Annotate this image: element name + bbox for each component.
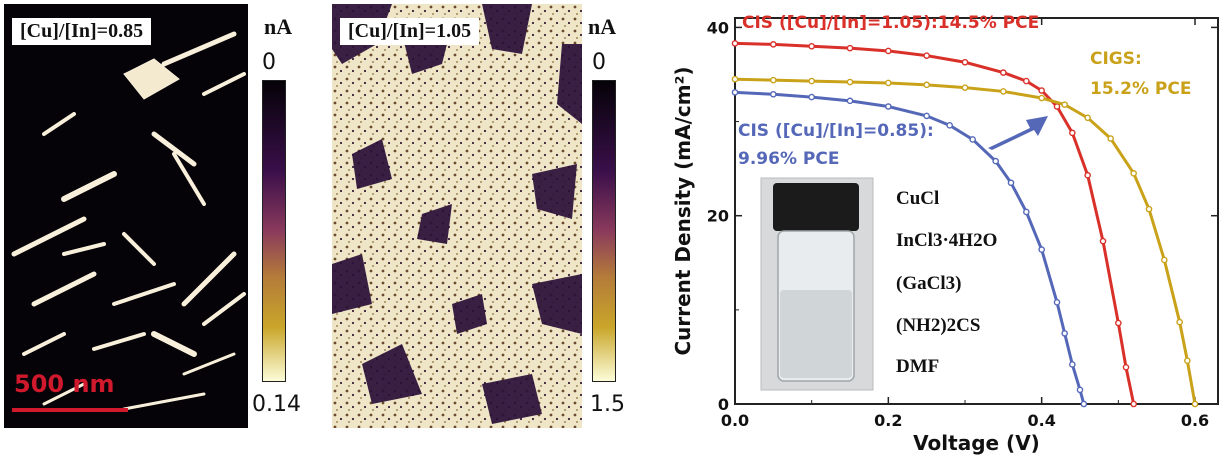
series-marker bbox=[885, 79, 892, 87]
x-tick-label: 0.4 bbox=[1027, 411, 1055, 430]
series-marker bbox=[1161, 256, 1168, 264]
inset-chemical-label: (NH2)2CS bbox=[896, 315, 980, 336]
inset-chemical-label: DMF bbox=[896, 356, 939, 377]
series-line bbox=[734, 77, 1197, 405]
series-marker bbox=[1115, 319, 1122, 327]
x-tick-label: 0.0 bbox=[721, 411, 749, 430]
colorbar-left-bottom-tick: 0.14 bbox=[252, 392, 301, 417]
series-marker bbox=[846, 78, 854, 86]
series-marker bbox=[1076, 386, 1084, 394]
series-marker bbox=[1069, 129, 1076, 137]
series-marker bbox=[1084, 114, 1091, 122]
annotation-cis-085-2: 9.96% PCE bbox=[738, 149, 839, 169]
series-marker bbox=[846, 97, 854, 105]
colorbar-right-bottom-tick: 1.5 bbox=[590, 392, 625, 417]
series-marker bbox=[885, 103, 892, 110]
inset-chemical-label: (GaCl3) bbox=[896, 273, 961, 294]
afm-image-bright bbox=[332, 4, 582, 428]
x-tick-label: 0.6 bbox=[1181, 411, 1209, 430]
x-axis-label: Voltage (V) bbox=[913, 431, 1040, 455]
series-marker bbox=[808, 93, 815, 101]
colorbar-left-unit: nA bbox=[264, 14, 293, 39]
colorbar-right-top-tick: 0 bbox=[592, 50, 606, 75]
series-marker bbox=[1099, 237, 1107, 245]
series-marker bbox=[1080, 400, 1088, 408]
annotation-cigs-1: CIGS: bbox=[1090, 49, 1142, 69]
series-marker bbox=[923, 81, 930, 89]
series-marker bbox=[846, 44, 854, 52]
series-marker bbox=[1053, 103, 1061, 110]
series-marker bbox=[770, 41, 777, 48]
jv-curve-chart: 0.0 0.2 0.4 0.6 0 20 40 Voltage (V) Current Dens… bbox=[671, 13, 1219, 455]
series-marker bbox=[1000, 88, 1007, 95]
series-marker bbox=[1038, 246, 1045, 253]
vial-liquid bbox=[780, 290, 852, 378]
series-marker bbox=[992, 157, 999, 165]
series-marker bbox=[731, 40, 739, 47]
series-marker bbox=[1107, 135, 1114, 142]
y-tick-label: 0 bbox=[718, 395, 729, 414]
afm-left-label: [Cu]/[In]=0.85 bbox=[12, 18, 152, 45]
series-marker bbox=[1122, 363, 1130, 371]
series-marker bbox=[1061, 101, 1068, 108]
series-marker bbox=[923, 52, 930, 59]
annotation-cis-105: CIS ([Cu]/[In]=1.05):14.5% PCE bbox=[742, 13, 1039, 33]
series-marker bbox=[1061, 330, 1068, 337]
colorbar-right bbox=[592, 80, 616, 382]
colorbar-left-top-tick: 0 bbox=[262, 50, 276, 75]
colorbar-left bbox=[262, 80, 286, 382]
y-tick-label: 20 bbox=[707, 207, 729, 226]
series-marker bbox=[1130, 400, 1137, 408]
series-marker bbox=[1191, 400, 1199, 408]
colorbar-right-unit: nA bbox=[588, 14, 617, 39]
x-tick-label: 0.2 bbox=[874, 411, 902, 430]
series-marker bbox=[1023, 77, 1030, 85]
series-marker bbox=[1038, 87, 1045, 94]
inset-chemical-label: InCl3·4H2O bbox=[896, 230, 997, 251]
series-marker bbox=[1184, 357, 1191, 364]
series-marker bbox=[1023, 208, 1030, 216]
series-marker bbox=[1145, 205, 1153, 213]
annotation-cis-085-1: CIS ([Cu]/[In]=0.85): bbox=[738, 121, 934, 141]
series-marker bbox=[1130, 170, 1137, 177]
afm-map-cu-in-085: [Cu]/[In]=0.85 500 nm bbox=[4, 4, 248, 428]
annotation-cigs-2: 15.2% PCE bbox=[1090, 79, 1191, 99]
afm-map-cu-in-105: [Cu]/[In]=1.05 bbox=[332, 4, 582, 428]
series-marker bbox=[961, 84, 969, 91]
series-marker bbox=[946, 122, 953, 129]
series-marker bbox=[1053, 299, 1061, 306]
series-marker bbox=[731, 75, 739, 83]
series-marker bbox=[1000, 69, 1007, 76]
series-marker bbox=[770, 90, 777, 98]
series-marker bbox=[885, 47, 892, 55]
series-marker bbox=[1069, 361, 1076, 368]
series-marker bbox=[770, 76, 777, 84]
series-marker bbox=[1176, 318, 1183, 326]
series-marker bbox=[1038, 94, 1045, 102]
series-marker bbox=[731, 89, 739, 96]
arrow-icon bbox=[988, 116, 1048, 150]
series-marker bbox=[1084, 171, 1091, 179]
series-marker bbox=[969, 136, 976, 143]
scale-bar bbox=[12, 408, 128, 412]
series-marker bbox=[1007, 179, 1015, 187]
series-marker bbox=[808, 77, 815, 85]
plot-frame bbox=[734, 17, 1219, 405]
y-axis-label: Current Density (mA/cm²) bbox=[671, 66, 695, 355]
afm-image-dark bbox=[4, 4, 248, 428]
scale-bar-label: 500 nm bbox=[14, 370, 115, 398]
inset-chemical-label: CuCl bbox=[896, 188, 939, 209]
series-marker bbox=[923, 112, 930, 120]
afm-right-label: [Cu]/[In]=1.05 bbox=[340, 18, 480, 45]
vial-cap bbox=[773, 183, 859, 231]
y-tick-label: 40 bbox=[707, 18, 729, 37]
series-marker bbox=[808, 42, 815, 50]
series-marker bbox=[961, 58, 969, 66]
